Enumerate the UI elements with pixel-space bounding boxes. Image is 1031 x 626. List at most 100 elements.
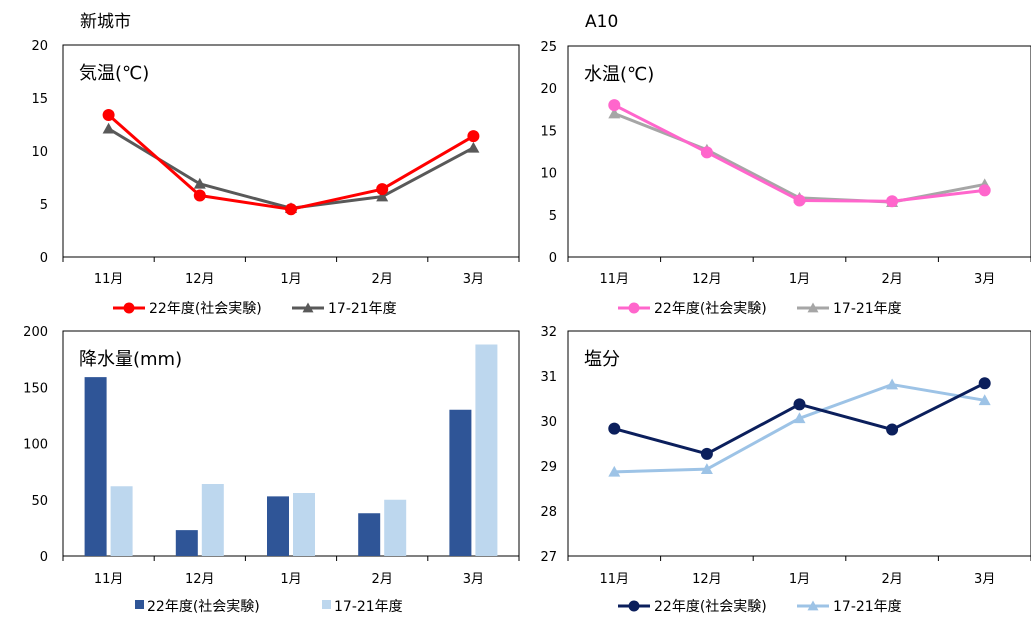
- salinity-x-tick-label: 11月: [600, 572, 630, 587]
- salinity-chart: 27 28 29 30 31 32 11月 12月 1月 2月 3月 塩分 22年度(社会実験) 17-2…: [540, 325, 1031, 615]
- air-temp-legend-marker-current: [123, 302, 135, 314]
- precipitation-legend-swatch-baseline: [322, 600, 331, 609]
- salinity-x-tick-label: 12月: [692, 572, 722, 587]
- air-temp-y-tick-label: 20: [31, 39, 48, 54]
- water-temp-point-current: [886, 195, 899, 208]
- precipitation-y-tick-label: 0: [40, 550, 48, 565]
- water-temp-y-tick-label: 25: [540, 40, 557, 55]
- water-temp-title: 水温(℃): [584, 64, 654, 85]
- salinity-point-baseline: [886, 378, 899, 390]
- precipitation-bar-current: [449, 409, 472, 556]
- precipitation-x-tick-label: 2月: [372, 572, 393, 587]
- water-temp-x-tick-label: 12月: [692, 272, 722, 287]
- left-header-title: 新城市: [80, 12, 131, 32]
- salinity-y-tick-label: 27: [540, 550, 557, 565]
- air-temp-y-tick-label: 15: [31, 92, 48, 107]
- water-temp-x-tick-label: 2月: [881, 272, 902, 287]
- right-header-title: A10: [585, 12, 618, 32]
- air-temp-x-tick-label: 2月: [372, 272, 393, 287]
- air-temp-x-tick-label: 11月: [94, 272, 124, 287]
- precipitation-x-tick-label: 12月: [185, 572, 215, 587]
- air-temp-series-line-current: [107, 113, 475, 211]
- air-temp-point-baseline: [376, 190, 389, 202]
- precipitation-x-tick-label: 1月: [280, 572, 301, 587]
- precipitation-chart: 0 50 100 150 200 11月 12月 1月 2月 3月 降水量(mm) 22年度(社会実験…: [23, 325, 520, 615]
- air-temp-plot-frame: [62, 44, 520, 258]
- air-temp-point-current: [285, 203, 297, 216]
- water-temp-legend-marker-baseline: [807, 302, 819, 313]
- water-temp-point-current: [793, 194, 806, 207]
- salinity-y-tick-label: 31: [540, 370, 557, 385]
- precipitation-legend-label-current: 22年度(社会実験): [147, 599, 260, 615]
- salinity-point-current: [700, 447, 713, 460]
- air-temp-point-current: [467, 130, 480, 143]
- salinity-plot-frame: [567, 330, 1031, 557]
- air-temp-legend-label-baseline: 17-21年度: [328, 301, 397, 317]
- air-temp-legend-marker-baseline: [302, 302, 314, 313]
- water-temp-x-tick-label: 1月: [789, 272, 810, 287]
- precipitation-y-tick-label: 200: [23, 325, 48, 340]
- precipitation-bar-baseline: [384, 499, 407, 556]
- precipitation-bar-current: [175, 530, 198, 556]
- air-temp-point-baseline: [102, 122, 115, 134]
- precipitation-legend-swatch-current: [135, 600, 144, 609]
- air-temp-legend-label-current: 22年度(社会実験): [149, 301, 262, 317]
- air-temp-x-tick-label: 1月: [280, 272, 301, 287]
- salinity-point-baseline: [793, 412, 806, 424]
- water-temp-y-tick-label: 10: [540, 167, 557, 182]
- salinity-legend-label-baseline: 17-21年度: [833, 599, 902, 615]
- salinity-y-tick-label: 28: [540, 505, 557, 520]
- water-temp-y-tick-label: 5: [549, 209, 557, 224]
- precipitation-bar-current: [84, 377, 107, 556]
- precipitation-legend-label-baseline: 17-21年度: [334, 599, 403, 615]
- precipitation-y-tick-label: 50: [31, 494, 48, 509]
- salinity-point-current: [886, 423, 899, 436]
- water-temp-point-current: [608, 99, 621, 112]
- precipitation-title: 降水量(mm): [79, 349, 182, 370]
- salinity-series-line-baseline: [614, 383, 985, 474]
- water-temp-y-tick-label: 20: [540, 82, 557, 97]
- salinity-point-baseline: [978, 394, 991, 406]
- air-temp-point-baseline: [467, 141, 480, 153]
- water-temp-y-tick-label: 0: [549, 251, 557, 266]
- air-temp-y-tick-label: 5: [40, 198, 48, 213]
- water-temp-point-current: [700, 146, 713, 159]
- air-temp-point-current: [102, 108, 115, 121]
- precipitation-bar-current: [358, 513, 381, 556]
- water-temp-series-line-current: [613, 103, 985, 203]
- salinity-legend-marker-baseline: [807, 600, 819, 611]
- precipitation-plot-frame: [62, 330, 520, 557]
- salinity-y-tick-label: 30: [540, 415, 557, 430]
- salinity-x-tick-label: 3月: [974, 572, 995, 587]
- salinity-legend-label-current: 22年度(社会実験): [654, 599, 767, 615]
- salinity-x-tick-label: 1月: [789, 572, 810, 587]
- water-temp-plot-frame: [567, 45, 1031, 258]
- salinity-legend-marker-current: [628, 600, 640, 612]
- precipitation-x-tick-label: 3月: [463, 572, 484, 587]
- air-temp-x-tick-label: 12月: [185, 272, 215, 287]
- salinity-x-tick-label: 2月: [881, 572, 902, 587]
- water-temp-x-tick-label: 11月: [600, 272, 630, 287]
- salinity-point-current: [793, 398, 806, 411]
- precipitation-x-tick-label: 11月: [94, 572, 124, 587]
- precipitation-bar-baseline: [201, 484, 224, 556]
- precipitation-y-tick-label: 100: [23, 438, 48, 453]
- salinity-y-tick-label: 29: [540, 460, 557, 475]
- air-temp-point-current: [376, 183, 389, 196]
- salinity-point-baseline: [700, 463, 713, 474]
- air-temp-point-current: [193, 189, 206, 202]
- salinity-y-tick-label: 32: [540, 325, 557, 340]
- salinity-point-baseline: [608, 465, 621, 477]
- precipitation-bar-baseline: [293, 493, 315, 556]
- salinity-point-current: [978, 377, 991, 390]
- air-temp-point-baseline: [193, 177, 206, 189]
- water-temp-y-tick-label: 15: [540, 124, 557, 139]
- precipitation-bar-baseline: [110, 486, 133, 556]
- water-temp-legend-marker-current: [628, 302, 640, 314]
- air-temp-title: 気温(℃): [79, 63, 149, 84]
- salinity-point-current: [608, 422, 621, 435]
- air-temp-y-tick-label: 10: [31, 145, 48, 160]
- water-temp-series-line-baseline: [613, 112, 985, 204]
- water-temp-legend-label-current: 22年度(社会実験): [654, 301, 767, 317]
